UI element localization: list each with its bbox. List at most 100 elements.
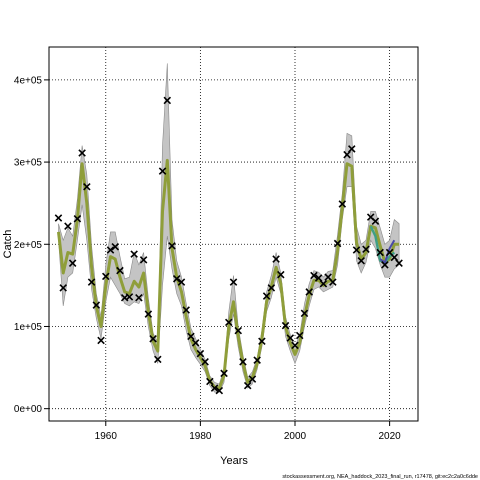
observed-point-stroke (106, 246, 115, 254)
observed-point-stroke (243, 381, 252, 390)
observed-point (286, 334, 295, 342)
observed-point-stroke (130, 250, 138, 258)
axes: 1960 1980 2000 2020 0e+00 1e+05 2e+05 3e+05 4e+0… (14, 75, 401, 442)
observed-point (395, 259, 403, 267)
observed-point-stroke (362, 245, 370, 253)
observed-point-stroke (253, 356, 261, 364)
observed-point (253, 356, 261, 364)
observed-point (64, 222, 72, 230)
observed-point (68, 259, 77, 267)
observed-point (83, 182, 91, 191)
observed-point-stroke (210, 384, 219, 392)
observed-point (295, 331, 304, 340)
observed-point (163, 96, 172, 105)
observed-point (319, 279, 328, 288)
observed-point (172, 275, 181, 283)
observed-point-stroke (239, 358, 247, 366)
observed-point-stroke (201, 358, 209, 366)
observed-point-stroke (352, 246, 361, 254)
observed-point (196, 349, 205, 358)
observed-point (305, 288, 313, 296)
observed-point (144, 310, 153, 318)
observed-point (362, 245, 370, 253)
observed-point (333, 239, 342, 248)
observed-point (277, 270, 285, 279)
observed-point-stroke (111, 242, 119, 251)
observed-point-stroke (125, 293, 134, 301)
observed-point-stroke (68, 259, 77, 267)
observed-point-stroke (371, 217, 380, 226)
observed-point (272, 255, 280, 263)
observed-point (106, 246, 115, 254)
observed-point-stroke (390, 253, 399, 262)
observed-point-stroke (225, 318, 233, 327)
observed-point-stroke (333, 239, 342, 248)
observed-point (59, 284, 67, 292)
observed-point (352, 246, 361, 254)
grid (49, 47, 418, 421)
uncertainty-band (58, 63, 400, 393)
observed-point-stroke (385, 248, 394, 257)
observed-markers (54, 96, 403, 395)
observed-point-stroke (92, 301, 101, 309)
observed-point (281, 321, 290, 330)
observed-point (177, 278, 186, 286)
observed-point-stroke (59, 284, 67, 292)
observed-point (158, 167, 167, 175)
observed-point-stroke (295, 331, 304, 340)
x-tick-label: 1980 (189, 431, 212, 442)
observed-point-stroke (395, 259, 403, 267)
observed-point (78, 149, 86, 157)
estimate-line (57, 158, 400, 390)
observed-point (376, 248, 384, 257)
observed-point-stroke (182, 306, 190, 314)
y-tick-label: 2e+05 (14, 240, 43, 251)
x-tick-label: 2020 (378, 431, 401, 442)
observed-point-stroke (135, 293, 143, 302)
plot-frame (48, 46, 419, 422)
observed-point-stroke (120, 293, 129, 302)
observed-point (234, 326, 242, 335)
observed-point-stroke (348, 145, 356, 153)
observed-point (300, 309, 309, 318)
observed-point-stroke (310, 271, 318, 280)
observed-point (201, 358, 209, 366)
observed-point-stroke (196, 349, 205, 358)
observed-point (149, 335, 157, 343)
observed-point-stroke (357, 256, 365, 265)
observed-point-stroke (281, 321, 290, 330)
observed-point (229, 278, 238, 286)
observed-point (291, 341, 299, 350)
observed-point-stroke (191, 339, 200, 347)
observed-point-stroke (102, 272, 110, 281)
observed-point (225, 318, 233, 327)
observed-point-stroke (286, 334, 295, 342)
observed-point-stroke (272, 255, 280, 263)
observed-point (135, 293, 143, 302)
observed-point (54, 214, 63, 222)
observed-point (210, 384, 219, 392)
observed-point-stroke (206, 377, 214, 386)
observed-point-stroke (73, 215, 82, 223)
observed-point (262, 292, 271, 300)
observed-point (357, 256, 365, 265)
observed-point-stroke (64, 222, 72, 230)
observed-point-stroke (215, 386, 224, 395)
observed-point-stroke (258, 337, 266, 346)
observed-point-stroke (154, 355, 162, 364)
observed-point-stroke (78, 149, 86, 157)
observed-point (102, 272, 110, 281)
observed-point (168, 242, 176, 250)
observed-point-stroke (97, 336, 105, 345)
observed-point-stroke (338, 200, 347, 208)
observed-point (191, 339, 200, 347)
observed-point-stroke (234, 326, 242, 335)
footer-credit: stockassessment.org, NEA_haddock_2023_fi… (282, 474, 478, 480)
observed-point-stroke (300, 309, 309, 318)
x-tick-label: 2000 (284, 431, 307, 442)
observed-point-stroke (172, 275, 181, 283)
observed-point (92, 301, 101, 309)
observed-point-stroke (163, 96, 172, 105)
plot-border (48, 46, 419, 422)
